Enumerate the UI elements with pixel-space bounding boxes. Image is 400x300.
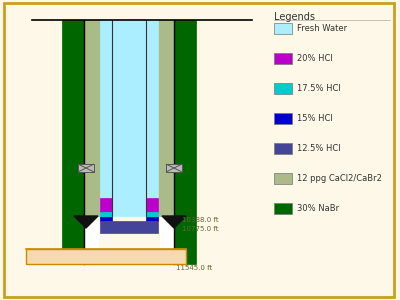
Text: 20% HCl: 20% HCl — [297, 54, 332, 63]
Bar — [174, 20, 196, 264]
Bar — [100, 212, 112, 217]
Bar — [100, 198, 112, 211]
Bar — [146, 212, 158, 217]
Bar — [84, 216, 98, 264]
Text: 15% HCl: 15% HCl — [297, 114, 332, 123]
Text: Fresh Water: Fresh Water — [297, 24, 347, 33]
Text: 10388.0 ft: 10388.0 ft — [182, 217, 219, 223]
Bar — [274, 143, 292, 154]
Text: 10775.0 ft: 10775.0 ft — [182, 226, 218, 232]
Bar — [274, 53, 292, 64]
Bar — [160, 216, 174, 264]
Bar — [78, 164, 94, 172]
Bar — [100, 221, 158, 232]
Bar — [112, 20, 146, 216]
Bar — [274, 23, 292, 34]
Bar — [166, 164, 182, 172]
Polygon shape — [162, 216, 186, 228]
Text: 12 ppg CaCl2/CaBr2: 12 ppg CaCl2/CaBr2 — [297, 174, 382, 183]
Text: Legends: Legends — [274, 12, 315, 22]
Bar — [100, 20, 112, 216]
Bar — [274, 113, 292, 124]
Bar — [274, 83, 292, 94]
Bar — [158, 20, 174, 216]
Bar — [146, 217, 158, 221]
Bar — [274, 173, 292, 184]
Bar — [274, 203, 292, 214]
Text: 11545.0 ft: 11545.0 ft — [176, 265, 212, 271]
Bar — [62, 20, 84, 264]
Polygon shape — [74, 216, 98, 228]
Text: 12.5% HCl: 12.5% HCl — [297, 144, 340, 153]
Text: 30% NaBr: 30% NaBr — [297, 204, 339, 213]
Bar — [26, 249, 186, 264]
Bar — [100, 217, 112, 221]
Bar — [84, 20, 100, 216]
Text: 17.5% HCl: 17.5% HCl — [297, 84, 340, 93]
Bar — [146, 198, 158, 211]
Bar — [146, 20, 158, 216]
